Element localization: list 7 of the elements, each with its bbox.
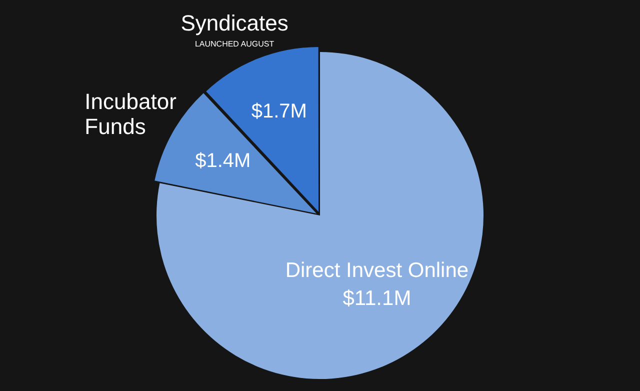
text: LAUNCHED AUGUST (194, 40, 274, 49)
slice-label: Direct Invest Online (285, 258, 469, 282)
slice-label: Syndicates (180, 10, 288, 36)
slice-label: Incubator Funds (84, 88, 176, 139)
data-label: $1.7M (251, 100, 307, 123)
data-label: $11.1M (342, 286, 412, 310)
data-label: $1.4M (195, 150, 251, 172)
